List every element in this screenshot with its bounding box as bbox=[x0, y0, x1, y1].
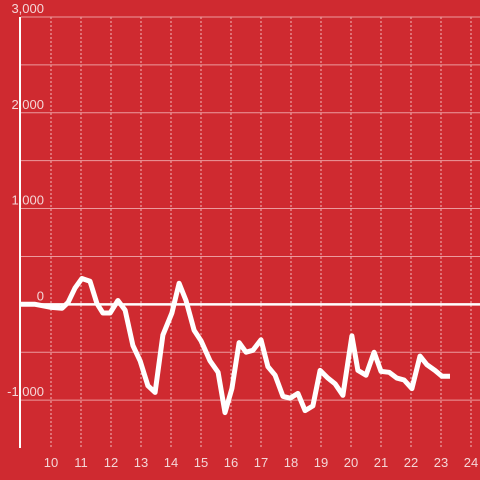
x-tick-label: 15 bbox=[194, 455, 208, 470]
x-tick-label: 16 bbox=[224, 455, 238, 470]
x-tick-label: 21 bbox=[374, 455, 388, 470]
x-tick-label: 13 bbox=[134, 455, 148, 470]
x-tick-label: 24 bbox=[464, 455, 478, 470]
y-tick-label: 3,000 bbox=[11, 1, 44, 16]
y-tick-label: 2,000 bbox=[11, 97, 44, 112]
data-line bbox=[21, 276, 450, 416]
x-tick-label: 14 bbox=[164, 455, 178, 470]
x-tick-label: 17 bbox=[254, 455, 268, 470]
x-tick-label: 20 bbox=[344, 455, 358, 470]
y-tick-label: 0 bbox=[37, 288, 44, 303]
x-tick-label: 10 bbox=[44, 455, 58, 470]
x-tick-label: 12 bbox=[104, 455, 118, 470]
y-tick-label: -1,000 bbox=[7, 384, 44, 399]
x-tick-label: 23 bbox=[434, 455, 448, 470]
x-tick-label: 22 bbox=[404, 455, 418, 470]
x-tick-label: 11 bbox=[74, 455, 88, 470]
x-tick-label: 18 bbox=[284, 455, 298, 470]
y-tick-label: 1,000 bbox=[11, 193, 44, 208]
x-tick-label: 19 bbox=[314, 455, 328, 470]
